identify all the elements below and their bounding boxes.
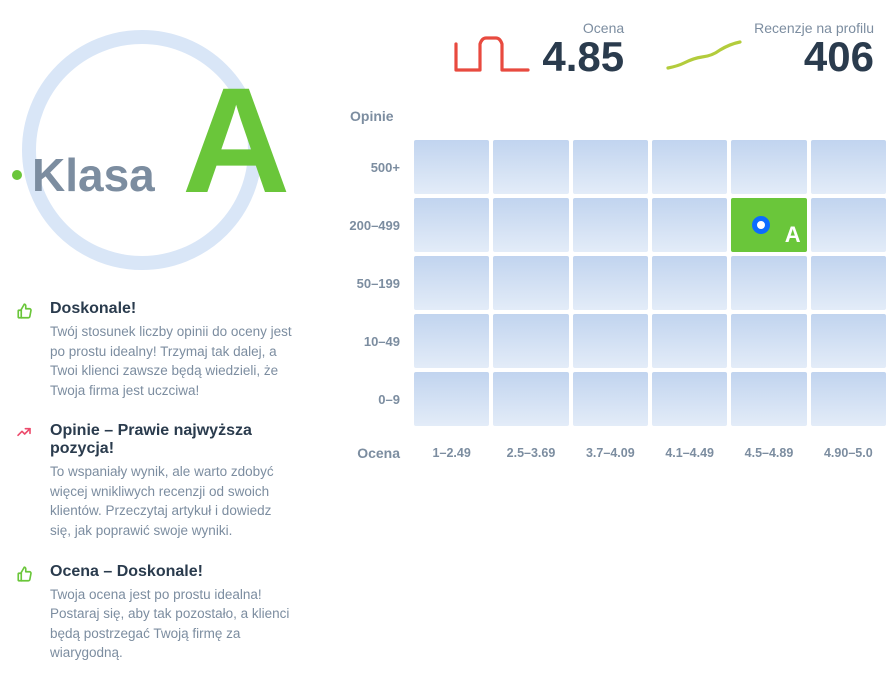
thumb-up-icon [16,302,40,400]
reviews-value: 406 [754,36,874,78]
grid-cell [811,256,886,310]
grid-cell [731,256,806,310]
grid-row-label: 200–499 [330,218,410,233]
marker-grade-letter: A [785,222,801,248]
tip-text: Twój stosunek liczby opinii do oceny jes… [50,322,292,400]
tip-item: Ocena – Doskonale! Twoja ocena jest po p… [16,563,298,663]
tip-title: Opinie – Prawie najwyższa pozycja! [50,422,292,458]
grid-cell [652,314,727,368]
grid-col-label: 1–2.49 [414,436,489,460]
grid-row-label: 50–199 [330,276,410,291]
grid-cell [731,140,806,194]
grid-cell [652,198,727,252]
grid-cell [811,372,886,426]
grid-cell [493,372,568,426]
page: Klasa A Doskonale! Twój stosunek liczby … [0,0,896,690]
bullet-icon [12,170,22,180]
rating-sparkline-icon [452,30,532,78]
grid-col-label: 4.1–4.49 [652,436,727,460]
grid-cell [731,372,806,426]
grid-cell [652,256,727,310]
reviews-metric: Recenzje na profilu 406 [664,20,874,78]
opinion-rating-grid: Opinie 500+ 200–499 A 50–199 10–49 0–9 Ocena1–… [320,108,886,466]
grid-cell [414,198,489,252]
grid-cell [414,140,489,194]
rating-text: Ocena 4.85 [542,20,624,78]
grid-cell [493,140,568,194]
tip-title: Ocena – Doskonale! [50,563,292,581]
tip-item: Doskonale! Twój stosunek liczby opinii d… [16,300,298,400]
metrics-row: Ocena 4.85 Recenzje na profilu 406 [320,20,886,78]
grid-cell [414,256,489,310]
grid-cell [414,372,489,426]
grid-cell [573,372,648,426]
grid-cell [652,140,727,194]
grid-col-label: 3.7–4.09 [573,436,648,460]
reviews-text: Recenzje na profilu 406 [754,20,874,78]
tip-text: Twoja ocena jest po prostu idealna! Post… [50,585,292,663]
grid-cell-highlight: A [731,198,806,252]
grid-cell [493,256,568,310]
grid-cell [573,140,648,194]
reviews-sparkline-icon [664,30,744,78]
tips-list: Doskonale! Twój stosunek liczby opinii d… [12,300,298,663]
right-column: Ocena 4.85 Recenzje na profilu 406 Opini… [310,0,896,690]
grid-col-label: 4.5–4.89 [731,436,806,460]
grid-cell [811,314,886,368]
tip-body: Ocena – Doskonale! Twoja ocena jest po p… [40,563,298,663]
grid-y-title: Opinie [350,108,886,124]
grid-row-label: 500+ [330,160,410,175]
left-column: Klasa A Doskonale! Twój stosunek liczby … [0,0,310,690]
grid-cell [811,198,886,252]
position-marker-icon [752,216,770,234]
grade-badge: Klasa A [12,20,298,280]
grid-row-label: 0–9 [330,392,410,407]
grid-cell [493,198,568,252]
grid-cell [493,314,568,368]
grid-row-label: 10–49 [330,334,410,349]
grid-cell [414,314,489,368]
tip-title: Doskonale! [50,300,292,318]
klasa-label-row: Klasa [12,148,155,202]
grid-cell [573,198,648,252]
tip-body: Doskonale! Twój stosunek liczby opinii d… [40,300,298,400]
grid-cell [811,140,886,194]
grid-cell [652,372,727,426]
tip-body: Opinie – Prawie najwyższa pozycja! To ws… [40,422,298,540]
thumb-up-icon [16,565,40,663]
grid-x-title: Ocena [330,435,410,461]
grade-letter: A [182,65,290,215]
rating-value: 4.85 [542,36,624,78]
tip-item: Opinie – Prawie najwyższa pozycja! To ws… [16,422,298,540]
grid-col-label: 4.90–5.0 [811,436,886,460]
grid-col-label: 2.5–3.69 [493,436,568,460]
tip-text: To wspaniały wynik, ale warto zdobyć wię… [50,462,292,540]
klasa-text: Klasa [32,148,155,202]
rating-metric: Ocena 4.85 [452,20,624,78]
grid-cell [731,314,806,368]
grid-table: 500+ 200–499 A 50–199 10–49 0–9 Ocena1–2.492.5… [330,140,886,466]
grid-cell [573,314,648,368]
trend-up-icon [16,424,40,540]
grid-cell [573,256,648,310]
